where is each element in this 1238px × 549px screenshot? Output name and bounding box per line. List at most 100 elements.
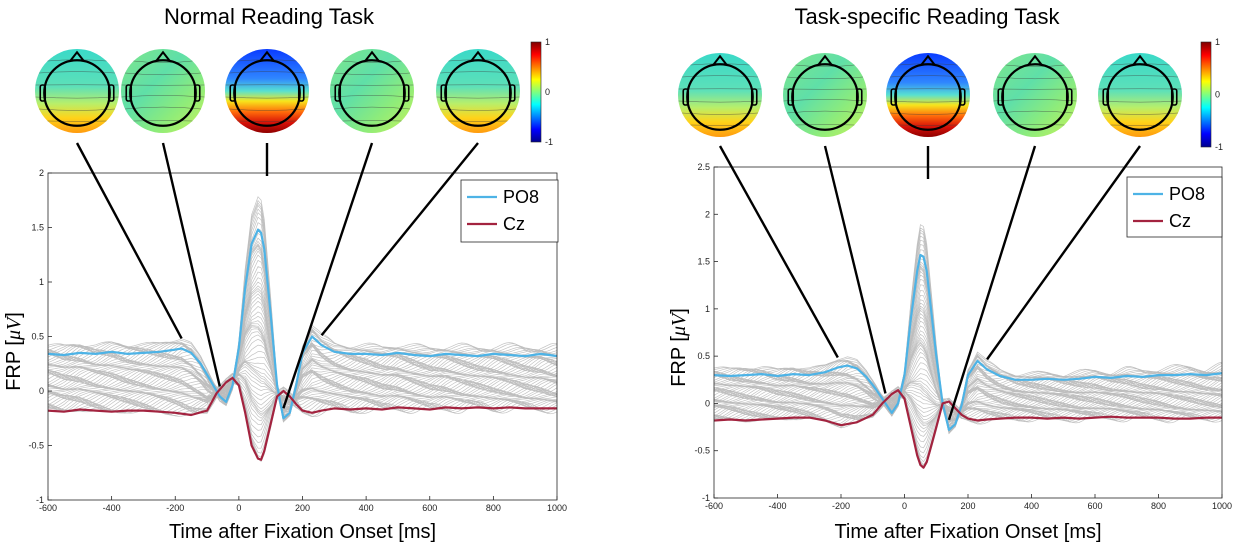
ear-left-outline	[39, 84, 47, 102]
gray-trace	[47, 196, 557, 422]
y-tick-label: -0.5	[694, 446, 710, 456]
topomap-disc	[1098, 53, 1182, 137]
topomap	[225, 49, 309, 133]
series-line-cz	[713, 389, 1222, 469]
y-axis-label-prefix: FRP [	[3, 340, 25, 391]
gray-trace	[47, 382, 558, 422]
nose-outline	[1132, 54, 1148, 66]
topomap	[330, 49, 414, 133]
ear-right-outline	[958, 88, 966, 106]
topomap-contour	[342, 120, 402, 122]
topomap-disc	[886, 53, 970, 137]
topomap-connector-line	[75, 142, 183, 340]
colorbar-tick-label: 0	[545, 87, 550, 97]
topomap-disc	[436, 49, 520, 133]
x-tick-label: 0	[902, 501, 907, 511]
topomap-contour	[39, 71, 115, 74]
ear-right-outline	[1065, 88, 1073, 106]
gray-trace	[713, 224, 1223, 434]
y-tick-label: 2	[39, 168, 44, 178]
legend: PO8 Cz	[460, 179, 559, 243]
ear-right-outline	[297, 84, 305, 102]
x-tick-label: -400	[768, 501, 786, 511]
panel-task-specific-reading: Task-specific Reading Task -600 -400 -200 0 2…	[668, 4, 1232, 543]
y-tick-label: 2	[705, 209, 710, 219]
topomap-contour	[890, 75, 966, 78]
topomap	[886, 53, 970, 137]
topomap-connector-line	[986, 145, 1141, 361]
x-tick-label: -200	[166, 503, 184, 513]
x-tick-label: -200	[832, 501, 850, 511]
ear-left-outline	[1102, 88, 1110, 106]
y-tick-label: 0.5	[31, 332, 44, 342]
topomap-contour	[1005, 64, 1065, 67]
y-axis-label-suffix: ]	[3, 312, 25, 318]
topomap-contour	[787, 110, 863, 114]
topomap-contour	[39, 108, 115, 111]
topomap-connector-line	[947, 145, 1037, 421]
chart-title: Normal Reading Task	[164, 4, 375, 29]
topomap-contour	[1005, 124, 1065, 126]
y-axis-label-unit: μV	[668, 311, 690, 337]
x-tick-label: 800	[1151, 501, 1166, 511]
nose-outline	[364, 50, 380, 62]
gray-trace	[713, 393, 1223, 437]
head-outline	[444, 59, 512, 127]
topomap-disc	[678, 53, 762, 137]
x-tick-label: -400	[103, 503, 121, 513]
gray-trace	[47, 373, 558, 454]
topomap-contour	[342, 60, 402, 63]
y-axis-label: FRP [μV]	[668, 308, 690, 387]
ear-left-outline	[682, 88, 690, 106]
ear-right-outline	[750, 88, 758, 106]
topomap-contour	[1102, 112, 1178, 115]
ear-left-outline	[229, 84, 237, 102]
y-tick-label: -1	[702, 493, 710, 503]
ear-right-outline	[107, 84, 115, 102]
topomap-disc	[121, 49, 205, 133]
y-tick-label: 1	[705, 304, 710, 314]
x-tick-label: 600	[1087, 501, 1102, 511]
y-axis-label-suffix: ]	[668, 308, 690, 314]
gray-trace	[713, 391, 1223, 443]
y-tick-label: -1	[36, 495, 44, 505]
gray-trace	[47, 373, 558, 404]
gray-trace	[47, 374, 558, 403]
topomap	[993, 53, 1077, 137]
nose-outline	[1027, 54, 1043, 66]
colorbar-tick-label: 0	[1215, 90, 1220, 100]
topomap-contour	[795, 124, 855, 126]
head-outline	[791, 63, 859, 131]
topomap-disc	[225, 49, 309, 133]
y-axis-label-prefix: FRP [	[668, 336, 690, 387]
gray-trace	[47, 372, 558, 449]
gray-channel-traces	[713, 224, 1223, 469]
y-tick-label: -0.5	[28, 441, 44, 451]
gray-channel-traces	[47, 196, 558, 463]
series-line-po8	[713, 253, 1223, 431]
topomap-contour	[440, 71, 516, 74]
topomap-connector-line	[282, 142, 374, 409]
gray-trace	[47, 266, 558, 417]
x-tick-label: 0	[236, 503, 241, 513]
colorbar-tick-label: 1	[545, 37, 550, 47]
topomap-connector-line	[161, 142, 221, 387]
legend-box	[1126, 176, 1223, 238]
topomap-contour	[795, 64, 855, 67]
ear-right-outline	[1170, 88, 1178, 106]
topomap-contour	[890, 112, 966, 115]
head-outline	[129, 59, 197, 127]
ear-left-outline	[787, 88, 795, 106]
topomap-disc	[783, 53, 867, 137]
topomap-connector-line	[718, 145, 839, 359]
legend-label-cz: Cz	[503, 214, 525, 234]
topomap-disc	[993, 53, 1077, 137]
topomap-contour	[440, 108, 516, 111]
topomap-contour	[334, 72, 410, 76]
head-outline	[894, 63, 962, 131]
topomap-contour	[229, 108, 305, 111]
y-tick-label: 1.5	[697, 257, 710, 267]
topomap-colorbar	[530, 41, 542, 143]
nose-outline	[259, 50, 275, 62]
